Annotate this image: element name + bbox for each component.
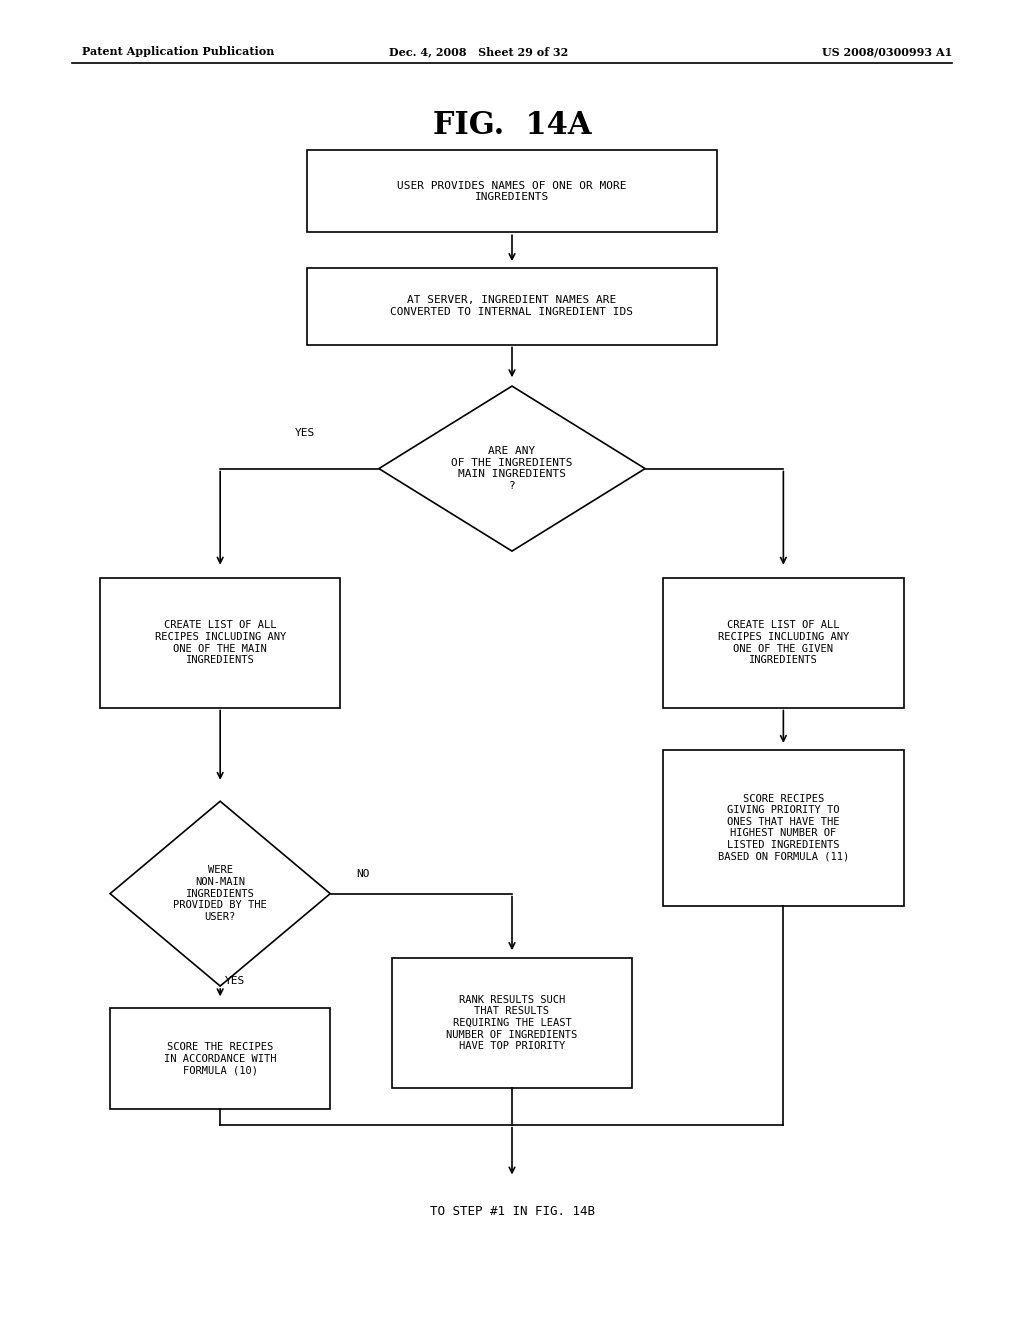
Text: ARE ANY
OF THE INGREDIENTS
MAIN INGREDIENTS
?: ARE ANY OF THE INGREDIENTS MAIN INGREDIE…	[452, 446, 572, 491]
Text: USER PROVIDES NAMES OF ONE OR MORE
INGREDIENTS: USER PROVIDES NAMES OF ONE OR MORE INGRE…	[397, 181, 627, 202]
Text: SCORE RECIPES
GIVING PRIORITY TO
ONES THAT HAVE THE
HIGHEST NUMBER OF
LISTED ING: SCORE RECIPES GIVING PRIORITY TO ONES TH…	[718, 793, 849, 862]
Text: Dec. 4, 2008   Sheet 29 of 32: Dec. 4, 2008 Sheet 29 of 32	[389, 46, 568, 57]
Text: Patent Application Publication: Patent Application Publication	[82, 46, 274, 57]
Text: CREATE LIST OF ALL
RECIPES INCLUDING ANY
ONE OF THE MAIN
INGREDIENTS: CREATE LIST OF ALL RECIPES INCLUDING ANY…	[155, 620, 286, 665]
FancyBboxPatch shape	[664, 750, 903, 906]
Text: FIG.  14A: FIG. 14A	[433, 110, 591, 141]
Text: RANK RESULTS SUCH
THAT RESULTS
REQUIRING THE LEAST
NUMBER OF INGREDIENTS
HAVE TO: RANK RESULTS SUCH THAT RESULTS REQUIRING…	[446, 995, 578, 1051]
Polygon shape	[111, 801, 330, 986]
Text: YES: YES	[295, 428, 315, 438]
FancyBboxPatch shape	[664, 578, 903, 708]
Text: NO: NO	[356, 869, 370, 879]
FancyBboxPatch shape	[391, 958, 632, 1088]
FancyBboxPatch shape	[111, 1008, 330, 1109]
Text: US 2008/0300993 A1: US 2008/0300993 A1	[822, 46, 952, 57]
Text: CREATE LIST OF ALL
RECIPES INCLUDING ANY
ONE OF THE GIVEN
INGREDIENTS: CREATE LIST OF ALL RECIPES INCLUDING ANY…	[718, 620, 849, 665]
Polygon shape	[379, 385, 645, 552]
Text: AT SERVER, INGREDIENT NAMES ARE
CONVERTED TO INTERNAL INGREDIENT IDS: AT SERVER, INGREDIENT NAMES ARE CONVERTE…	[390, 296, 634, 317]
FancyBboxPatch shape	[100, 578, 340, 708]
FancyBboxPatch shape	[307, 268, 717, 345]
FancyBboxPatch shape	[307, 150, 717, 232]
Text: SCORE THE RECIPES
IN ACCORDANCE WITH
FORMULA (10): SCORE THE RECIPES IN ACCORDANCE WITH FOR…	[164, 1041, 276, 1076]
Text: YES: YES	[225, 975, 246, 986]
Text: WERE
NON-MAIN
INGREDIENTS
PROVIDED BY THE
USER?: WERE NON-MAIN INGREDIENTS PROVIDED BY TH…	[173, 866, 267, 921]
Text: TO STEP #1 IN FIG. 14B: TO STEP #1 IN FIG. 14B	[429, 1205, 595, 1218]
